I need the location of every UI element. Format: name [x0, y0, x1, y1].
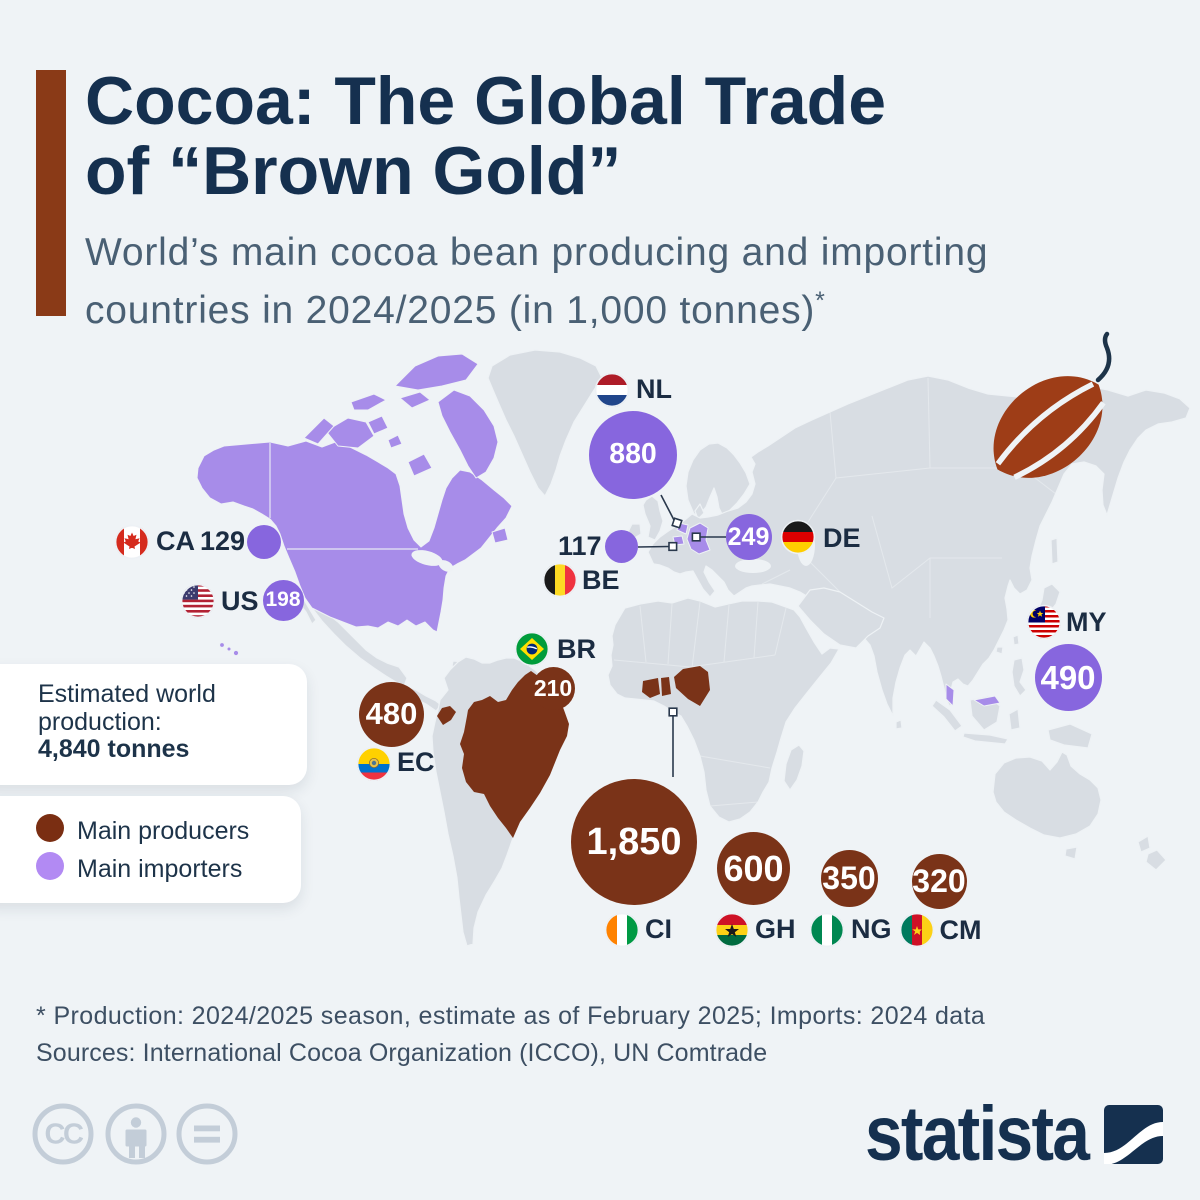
- svg-text:CC: CC: [45, 1119, 84, 1151]
